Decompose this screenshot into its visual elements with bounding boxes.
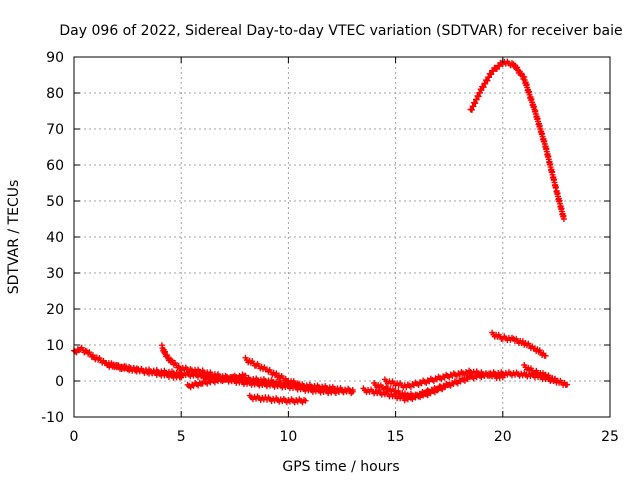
x-tick-label: 5 bbox=[177, 429, 186, 445]
data-point bbox=[302, 397, 309, 404]
x-tick-label: 25 bbox=[601, 429, 619, 445]
series-track-6 bbox=[242, 354, 303, 389]
data-point bbox=[486, 74, 493, 81]
y-axis-label: SDTVAR / TECUs bbox=[6, 180, 22, 295]
x-axis-label: GPS time / hours bbox=[282, 459, 399, 475]
series-track-12 bbox=[521, 362, 571, 388]
y-tick-label: 30 bbox=[46, 266, 64, 282]
data-point bbox=[499, 374, 506, 381]
data-point bbox=[242, 372, 249, 379]
data-point bbox=[514, 64, 521, 71]
data-point bbox=[564, 381, 571, 388]
x-tick-label: 15 bbox=[387, 429, 405, 445]
x-tick-label: 10 bbox=[279, 429, 297, 445]
y-tick-label: 50 bbox=[46, 194, 64, 210]
data-points bbox=[71, 58, 571, 406]
data-point bbox=[296, 381, 303, 388]
series-track-13 bbox=[467, 58, 567, 222]
y-tick-label: 40 bbox=[46, 230, 64, 246]
axis-ticks: 0 5 10 15 20 25 -10 0 10 20 30 40 50 60 70 80 90 bbox=[41, 50, 619, 445]
x-tick-label: 20 bbox=[494, 429, 512, 445]
data-point bbox=[518, 70, 525, 77]
y-tick-label: 20 bbox=[46, 302, 64, 318]
y-tick-label: -10 bbox=[41, 410, 64, 426]
y-tick-label: 80 bbox=[46, 86, 64, 102]
y-tick-label: 70 bbox=[46, 122, 64, 138]
data-point bbox=[82, 347, 89, 354]
y-tick-label: 0 bbox=[55, 374, 64, 390]
data-point bbox=[560, 216, 567, 222]
grid-lines bbox=[74, 57, 610, 417]
y-tick-label: 90 bbox=[46, 50, 64, 66]
data-point bbox=[482, 80, 489, 87]
chart-title: Day 096 of 2022, Sidereal Day-to-day VTE… bbox=[59, 23, 622, 39]
x-tick-label: 0 bbox=[70, 429, 79, 445]
data-point bbox=[349, 387, 356, 393]
series-track-10 bbox=[381, 367, 506, 391]
data-point bbox=[484, 77, 491, 84]
y-tick-label: 10 bbox=[46, 338, 64, 354]
data-point bbox=[480, 84, 487, 91]
data-point bbox=[542, 352, 549, 359]
series-track-7 bbox=[246, 392, 309, 406]
data-point bbox=[478, 87, 485, 94]
series-track-5 bbox=[199, 372, 356, 397]
data-point bbox=[401, 390, 408, 397]
series-track-11 bbox=[489, 329, 549, 359]
y-tick-label: 60 bbox=[46, 158, 64, 174]
data-point bbox=[488, 71, 495, 78]
